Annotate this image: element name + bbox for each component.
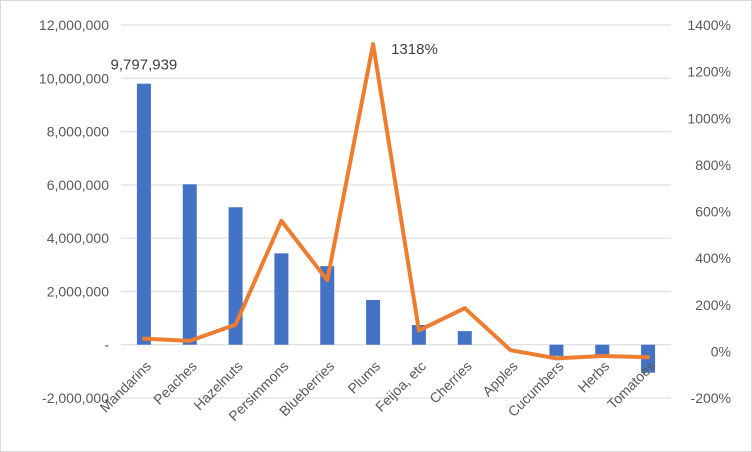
left-tick-label-5: 8,000,000 — [47, 124, 109, 140]
left-axis-tick-labels: -2,000,000-2,000,0004,000,0006,000,0008,… — [39, 17, 109, 406]
left-tick-label-0: -2,000,000 — [42, 390, 109, 406]
left-tick-label-6: 10,000,000 — [39, 70, 109, 86]
left-tick-label-7: 12,000,000 — [39, 17, 109, 33]
bar-mandarins — [136, 83, 151, 345]
category-label-plums: Plums — [344, 358, 383, 397]
category-label-herbs: Herbs — [575, 358, 613, 396]
right-tick-label-0: -200% — [691, 390, 731, 406]
category-axis-labels: MandarinsPeachesHazelnutsPersimmonsBlueb… — [96, 358, 658, 424]
right-axis-tick-labels: -200% 0% 200% 400% 600% 800% 1000% 1200% 1400% — [687, 17, 731, 406]
right-tick-label-8: 1400% — [687, 17, 731, 33]
left-tick-label-3: 4,000,000 — [47, 230, 109, 246]
right-tick-label-7: 1200% — [687, 64, 731, 80]
right-tick-label-5: 800% — [695, 157, 731, 173]
right-tick-label-6: 1000% — [687, 110, 731, 126]
category-label-apples: Apples — [479, 358, 521, 400]
gridlines — [121, 24, 671, 399]
left-tick-label-2: 2,000,000 — [47, 283, 109, 299]
bar-blueberries — [320, 266, 335, 345]
bar-series — [136, 83, 656, 373]
line-series — [141, 42, 651, 361]
data-label-0: 9,797,939 — [111, 57, 178, 74]
bar-cucumbers — [549, 344, 564, 356]
bar-hazelnuts — [228, 207, 243, 345]
bar-plums — [366, 299, 381, 345]
data-labels: 9,797,939 1318% — [111, 41, 438, 74]
line-path — [141, 42, 651, 361]
right-tick-label-4: 600% — [695, 204, 731, 220]
right-tick-label-2: 200% — [695, 297, 731, 313]
right-tick-label-1: 0% — [711, 343, 731, 359]
bar-persimmons — [274, 253, 289, 345]
category-label-cherries: Cherries — [426, 358, 475, 407]
category-label-mandarins: Mandarins — [96, 358, 154, 416]
bar-cherries — [457, 331, 472, 345]
category-label-tomatoes: Tomatoes — [604, 358, 658, 412]
category-label-feijoa-etc: Feijoa, etc — [372, 358, 429, 415]
left-tick-label-1: - — [104, 337, 109, 353]
data-label-1: 1318% — [391, 41, 438, 58]
left-tick-label-4: 6,000,000 — [47, 177, 109, 193]
right-tick-label-3: 400% — [695, 250, 731, 266]
bar-herbs — [595, 344, 610, 356]
bar-peaches — [182, 184, 197, 345]
